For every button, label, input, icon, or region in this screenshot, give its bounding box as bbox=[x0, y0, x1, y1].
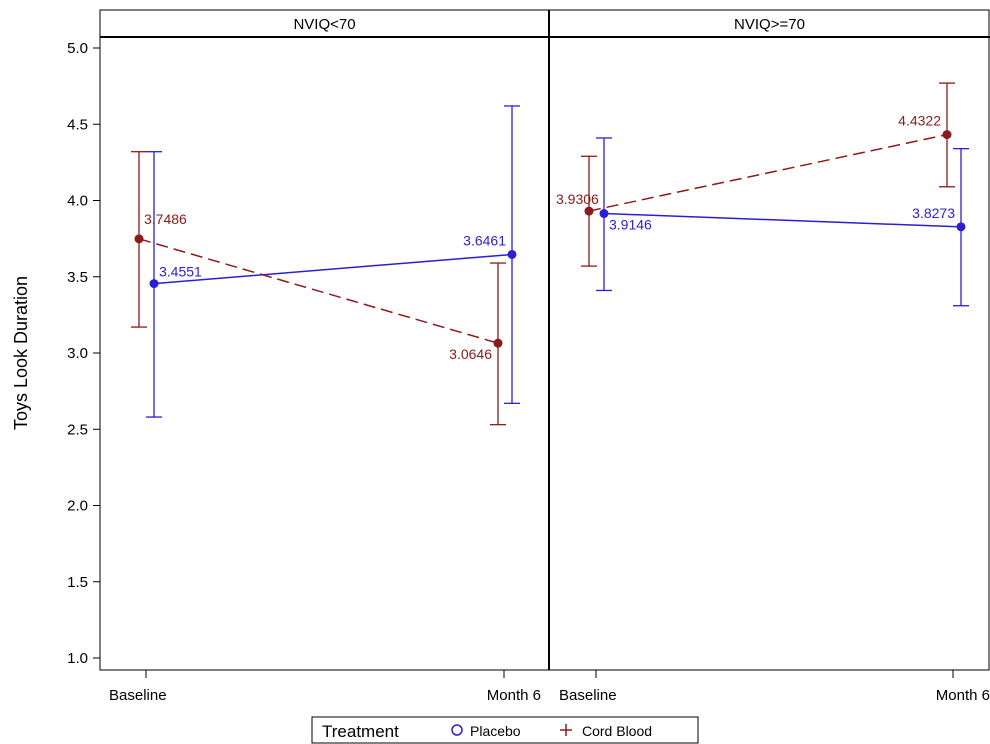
y-tick-label: 4.5 bbox=[67, 116, 88, 133]
y-tick-label: 2.0 bbox=[67, 498, 88, 515]
x-tick-label: Baseline bbox=[109, 687, 167, 704]
data-point bbox=[134, 234, 144, 244]
y-tick-label: 3.5 bbox=[67, 269, 88, 286]
data-point bbox=[149, 279, 159, 289]
legend-marker-placebo bbox=[451, 724, 463, 736]
panel-frame bbox=[99, 9, 550, 671]
y-tick-label: 1.0 bbox=[67, 650, 88, 667]
x-tick-label: Month 6 bbox=[487, 687, 541, 704]
panel-frame bbox=[548, 9, 990, 671]
x-tick-label: Month 6 bbox=[936, 687, 990, 704]
panel-header: NVIQ>=70 bbox=[734, 16, 805, 33]
legend-title: Treatment bbox=[322, 722, 399, 741]
y-axis-title: Toys Look Duration bbox=[11, 276, 31, 430]
legend-label-cord-blood: Cord Blood bbox=[582, 723, 652, 739]
data-label: 3.4551 bbox=[159, 264, 202, 280]
data-point bbox=[493, 338, 503, 348]
data-label: 3.7486 bbox=[144, 211, 187, 227]
y-tick-label: 1.5 bbox=[67, 574, 88, 591]
y-tick-label: 4.0 bbox=[67, 193, 88, 210]
data-label: 3.9306 bbox=[556, 191, 599, 207]
series-line bbox=[603, 212, 962, 228]
y-tick-label: 5.0 bbox=[67, 40, 88, 57]
series-line bbox=[588, 133, 948, 212]
y-tick-label: 3.0 bbox=[67, 345, 88, 362]
data-label: 3.8273 bbox=[912, 205, 955, 221]
y-tick-label: 2.5 bbox=[67, 421, 88, 438]
data-label: 3.0646 bbox=[449, 346, 492, 362]
data-point bbox=[584, 206, 594, 216]
data-point bbox=[599, 209, 609, 219]
data-label: 3.9146 bbox=[609, 217, 652, 233]
legend-box bbox=[311, 716, 699, 744]
series-line bbox=[153, 253, 513, 285]
panel-header: NVIQ<70 bbox=[293, 16, 355, 33]
series-line bbox=[138, 238, 499, 344]
data-label: 3.6461 bbox=[463, 232, 506, 248]
data-label: 4.4322 bbox=[898, 113, 941, 129]
data-point bbox=[956, 222, 966, 232]
x-tick-label: Baseline bbox=[559, 687, 617, 704]
legend-label-placebo: Placebo bbox=[470, 723, 521, 739]
data-point bbox=[942, 130, 952, 140]
data-point bbox=[507, 249, 517, 259]
